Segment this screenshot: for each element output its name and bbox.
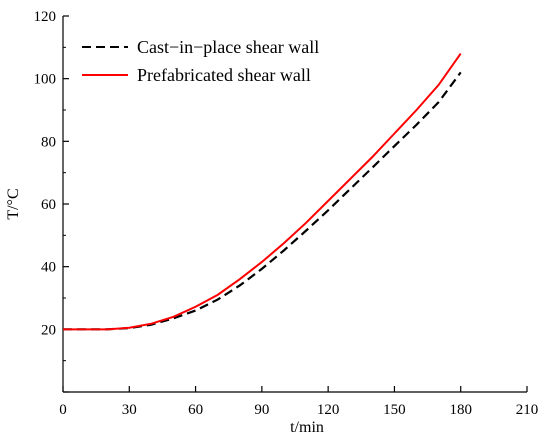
y-tick-label: 40 (41, 260, 56, 276)
x-tick-label: 0 (59, 402, 67, 418)
y-tick-label: 120 (34, 9, 57, 25)
x-tick-label: 210 (516, 402, 539, 418)
legend-label-prefabricated: Prefabricated shear wall (137, 65, 311, 85)
x-tick-label: 180 (449, 402, 472, 418)
x-tick-label: 60 (188, 402, 203, 418)
y-tick-label: 60 (41, 197, 56, 213)
x-axis-ticks: 0 30 60 90 120 150 180 210 (59, 386, 538, 418)
x-axis-title: t/min (290, 419, 324, 436)
x-tick-label: 150 (383, 402, 406, 418)
y-axis-ticks: 20 40 60 80 100 120 (34, 9, 69, 393)
series-line-cast-in-place (63, 71, 462, 331)
legend-label-cast-in-place: Cast−in−place shear wall (137, 37, 319, 57)
y-tick-label: 100 (34, 72, 57, 88)
y-axis-title: T/°C (5, 188, 22, 219)
x-tick-label: 90 (254, 402, 269, 418)
x-tick-label: 120 (317, 402, 340, 418)
y-tick-label: 80 (41, 134, 56, 150)
series-line-prefabricated (63, 53, 462, 331)
y-tick-label: 20 (41, 322, 56, 338)
x-tick-label: 30 (122, 402, 137, 418)
series-layer (63, 53, 462, 331)
legend: Cast−in−place shear wall Prefabricated s… (82, 37, 319, 85)
